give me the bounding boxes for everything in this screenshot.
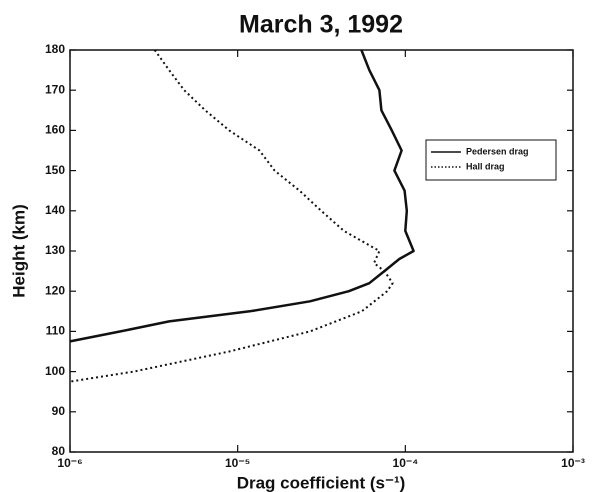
y-tick-label: 180	[45, 42, 65, 56]
x-tick-label: 10⁻⁴	[393, 456, 419, 470]
y-tick-label: 90	[52, 404, 66, 418]
legend-label: Hall drag	[466, 161, 505, 171]
y-tick-label: 150	[45, 163, 65, 177]
legend-box	[425, 139, 557, 181]
y-tick-label: 160	[45, 123, 65, 137]
x-axis-label: Drag coefficient (s⁻¹)	[237, 473, 406, 492]
y-tick-label: 110	[46, 324, 66, 338]
plot-frame	[69, 49, 574, 453]
chart-title: March 3, 1992	[239, 11, 403, 39]
x-tick-label: 10⁻⁵	[225, 456, 250, 470]
y-tick-label: 120	[45, 283, 65, 297]
x-tick-label: 10⁻⁶	[57, 456, 82, 470]
y-tick-label: 100	[45, 364, 65, 378]
data-line	[69, 49, 415, 343]
y-tick-label: 80	[52, 444, 66, 458]
x-tick-label: 10⁻³	[561, 456, 585, 470]
y-tick-label: 140	[45, 203, 65, 217]
y-axis-label: Height (km)	[9, 204, 28, 298]
y-tick-label: 170	[45, 82, 65, 96]
y-tick-label: 130	[45, 243, 65, 257]
legend-label: Pedersen drag	[466, 146, 529, 156]
